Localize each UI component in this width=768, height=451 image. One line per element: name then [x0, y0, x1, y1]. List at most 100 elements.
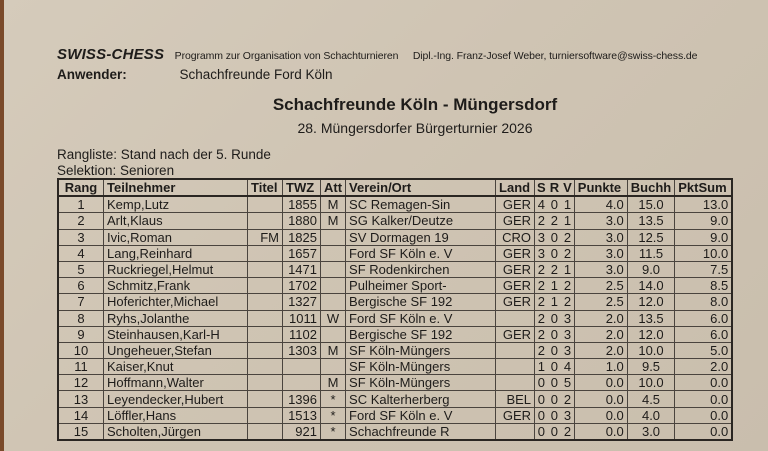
title-cell [247, 195, 283, 214]
attribute-cell: M [319, 212, 347, 230]
rang-cell: 10 [57, 341, 104, 360]
participant-name: Hoferichter,Michael [103, 293, 248, 311]
title-cell [247, 325, 283, 343]
buchholz-cell: 3.0 [626, 422, 676, 441]
rating-cell [282, 374, 321, 392]
points-cell: 4.0 [573, 195, 628, 214]
losses-cell: 1 [561, 260, 575, 279]
brand-name: SWISS-CHESS [57, 46, 165, 63]
user-label: Anwender: [57, 67, 127, 82]
losses-cell: 2 [561, 244, 575, 262]
buchholz-cell: 12.0 [626, 293, 676, 311]
points-cell: 2.0 [573, 341, 628, 360]
participant-name: Scholten,Jürgen [103, 422, 248, 441]
wins-cell: 2 [534, 277, 548, 295]
rang-cell: 2 [57, 212, 104, 230]
club-cell: SV Dormagen 19 [345, 228, 497, 246]
title-cell [247, 341, 283, 360]
rang-cell: 7 [57, 293, 104, 311]
col-titel: Titel [247, 178, 283, 198]
rating-cell: 1702 [282, 277, 321, 295]
point-sum-cell: 0.0 [674, 390, 733, 408]
attribute-cell: * [319, 390, 347, 408]
buchholz-cell: 12.0 [626, 325, 676, 343]
wins-cell: 3 [534, 228, 548, 246]
country-cell: GER [495, 325, 536, 343]
wins-cell: 1 [534, 358, 548, 376]
country-cell: GER [495, 277, 536, 295]
draws-cell: 0 [547, 358, 562, 376]
club-cell: Ford SF Köln e. V [345, 406, 497, 424]
point-sum-cell: 13.0 [674, 195, 733, 214]
page-edge [0, 0, 4, 451]
points-cell: 3.0 [573, 228, 628, 246]
losses-cell: 2 [561, 422, 575, 441]
point-sum-cell: 6.0 [674, 325, 733, 343]
user-value: Schachfreunde Ford Köln [179, 67, 333, 82]
point-sum-cell: 10.0 [674, 244, 733, 262]
participant-name: Steinhausen,Karl-H [103, 325, 248, 343]
country-cell [495, 309, 536, 327]
wins-cell: 2 [534, 260, 548, 279]
country-cell: GER [495, 293, 536, 311]
draws-cell: 0 [547, 195, 562, 214]
col-twz: TWZ [282, 178, 321, 198]
country-cell [495, 422, 536, 441]
attribute-cell: M [319, 341, 347, 360]
col-verein: Verein/Ort [345, 178, 497, 198]
rating-cell: 1303 [282, 341, 321, 360]
rating-cell: 1327 [282, 293, 321, 311]
wins-cell: 2 [534, 293, 548, 311]
point-sum-cell: 9.0 [674, 212, 733, 230]
title-cell [247, 244, 283, 262]
title-cell [247, 212, 283, 230]
rang-cell: 12 [57, 374, 104, 392]
rating-cell: 1855 [282, 195, 321, 214]
col-s: S [534, 178, 548, 198]
points-cell: 0.0 [573, 422, 628, 441]
participant-name: Kaiser,Knut [103, 358, 248, 376]
country-cell [495, 358, 536, 376]
title-cell [247, 293, 283, 311]
buchholz-cell: 4.0 [626, 406, 676, 424]
table-row: 11 Kaiser,Knut SF Köln-Müngers 1 0 4 1.0 9.5 2.0 [57, 358, 733, 376]
rating-cell: 1825 [282, 228, 321, 246]
col-teilnehmer: Teilnehmer [103, 178, 248, 198]
wins-cell: 2 [534, 212, 548, 230]
draws-cell: 2 [547, 212, 562, 230]
wins-cell: 2 [534, 341, 548, 360]
participant-name: Ivic,Roman [103, 228, 248, 246]
wins-cell: 0 [534, 422, 548, 441]
wins-cell: 4 [534, 195, 548, 214]
title-cell: FM [247, 228, 283, 246]
participant-name: Arlt,Klaus [103, 212, 248, 230]
rang-cell: 6 [57, 277, 104, 295]
rang-cell: 15 [57, 422, 104, 441]
table-row: 5 Ruckriegel,Helmut 1471 SF Rodenkirchen GER… [57, 260, 733, 279]
wins-cell: 2 [534, 309, 548, 327]
author-info: Dipl.-Ing. Franz-Josef Weber, turniersof… [412, 50, 698, 62]
point-sum-cell: 0.0 [674, 406, 733, 424]
rang-cell: 9 [57, 325, 104, 343]
rang-cell: 4 [57, 244, 104, 262]
losses-cell: 2 [561, 293, 575, 311]
attribute-cell [319, 244, 347, 262]
club-cell: SF Rodenkirchen [345, 260, 497, 279]
draws-cell: 0 [547, 325, 562, 343]
attribute-cell [319, 260, 347, 279]
draws-cell: 0 [547, 390, 562, 408]
table-row: 13 Leyendecker,Hubert 1396 * SC Kalterherber… [57, 390, 733, 408]
rating-cell: 1880 [282, 212, 321, 230]
draws-cell: 0 [547, 406, 562, 424]
page-title: Schachfreunde Köln - Müngersdorf [272, 95, 558, 114]
points-cell: 2.5 [573, 277, 628, 295]
draws-cell: 0 [547, 228, 562, 246]
wins-cell: 0 [534, 406, 548, 424]
losses-cell: 2 [561, 277, 575, 295]
buchholz-cell: 9.0 [626, 260, 676, 279]
user-line: Anwender: Schachfreunde Ford Köln [57, 66, 333, 84]
participant-name: Lang,Reinhard [103, 244, 248, 262]
buchholz-cell: 12.5 [626, 228, 676, 246]
point-sum-cell: 7.5 [674, 260, 733, 279]
